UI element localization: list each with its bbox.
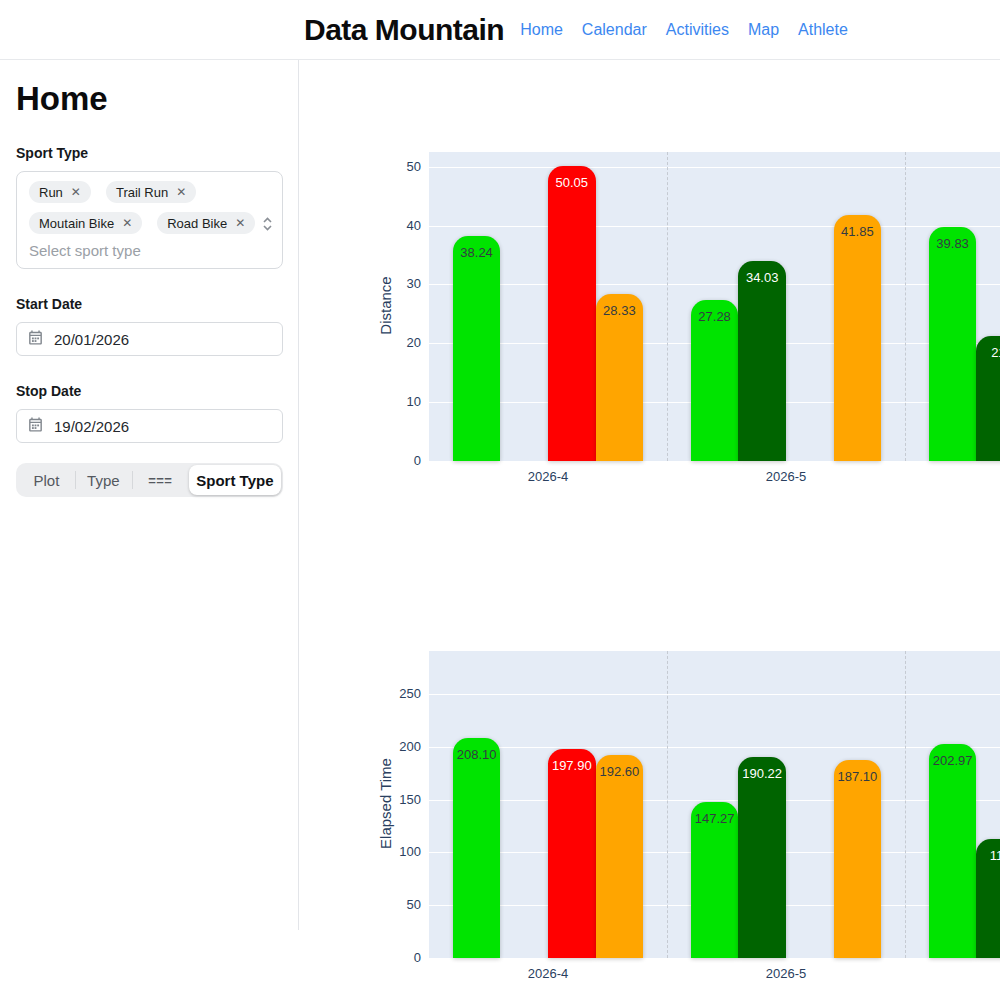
calendar-icon[interactable] <box>27 416 44 437</box>
bar-value-label: 190.22 <box>738 757 786 781</box>
group-separator-line <box>905 152 906 461</box>
chip-list: Run ✕ Trail Run ✕ Moutain Bike ✕ Road Bike ✕ <box>29 181 256 234</box>
chip-run[interactable]: Run ✕ <box>29 181 91 203</box>
x-tick-label: 2026-5 <box>667 469 905 484</box>
x-tick-label: 2026-4 <box>429 469 667 484</box>
bar-run-2026-4[interactable]: 208.10 <box>453 738 501 958</box>
gridline <box>429 694 1000 695</box>
nav-link-activities[interactable]: Activities <box>666 21 729 39</box>
bar-moutain-bike[interactable]: 21. <box>976 336 1000 461</box>
chip-remove-icon[interactable]: ✕ <box>176 186 186 198</box>
bar-trail-run-2026-4[interactable]: 197.90 <box>548 749 596 958</box>
bar-value-label: 21. <box>976 336 1000 360</box>
chip-trail-run[interactable]: Trail Run ✕ <box>106 181 196 203</box>
sidebar-divider <box>298 60 299 930</box>
bar-road-bike-2026-5[interactable]: 41.85 <box>834 215 882 461</box>
bar-moutain-bike[interactable]: 112 <box>976 839 1000 958</box>
bar-value-label: 112 <box>976 839 1000 863</box>
nav-link-calendar[interactable]: Calendar <box>582 21 647 39</box>
nav-link-athlete[interactable]: Athlete <box>798 21 848 39</box>
chip-remove-icon[interactable]: ✕ <box>235 217 245 229</box>
bar-run[interactable]: 39.83 <box>929 227 977 461</box>
bar-trail-run-2026-4[interactable]: 50.05 <box>548 166 596 461</box>
y-tick-label: 0 <box>365 950 421 965</box>
app-title: Data Mountain <box>304 13 504 47</box>
gridline <box>429 167 1000 168</box>
segment-plot[interactable]: Plot <box>18 465 75 495</box>
stop-date-input[interactable] <box>54 418 272 435</box>
chip-remove-icon[interactable]: ✕ <box>71 186 81 198</box>
segment-lines[interactable]: === <box>132 465 189 495</box>
start-date-label: Start Date <box>16 296 283 312</box>
bar-run[interactable]: 202.97 <box>929 744 977 958</box>
start-date-input[interactable] <box>54 331 272 348</box>
segment-type[interactable]: Type <box>75 465 132 495</box>
gridline <box>429 284 1000 285</box>
y-tick-label: 50 <box>365 159 421 174</box>
bar-value-label: 34.03 <box>738 261 786 285</box>
unfold-chevrons-icon[interactable] <box>261 216 274 236</box>
sport-type-select[interactable]: Run ✕ Trail Run ✕ Moutain Bike ✕ Road Bike ✕ <box>16 171 283 269</box>
stop-date-group <box>16 409 283 443</box>
page-title: Home <box>16 80 283 118</box>
calendar-icon[interactable] <box>27 329 44 350</box>
x-tick-label: 2026-5 <box>667 966 905 981</box>
bar-value-label: 147.27 <box>691 802 739 826</box>
stop-date-label: Stop Date <box>16 383 283 399</box>
plot-area-distance: 38.24 50.05 28.33 27.28 34.03 41.85 39.83 21. <box>429 152 1000 461</box>
bar-road-bike-2026-4[interactable]: 28.33 <box>596 294 644 461</box>
bar-run-2026-5[interactable]: 147.27 <box>691 802 739 958</box>
chip-moutain-bike[interactable]: Moutain Bike ✕ <box>29 212 142 234</box>
bar-road-bike-2026-4[interactable]: 192.60 <box>596 755 644 958</box>
start-date-group <box>16 322 283 356</box>
chip-label: Trail Run <box>116 185 168 200</box>
chip-label: Moutain Bike <box>39 216 114 231</box>
bar-moutain-bike-2026-5[interactable]: 190.22 <box>738 757 786 958</box>
chip-label: Road Bike <box>167 216 227 231</box>
bar-value-label: 41.85 <box>834 215 882 239</box>
bar-value-label: 38.24 <box>453 236 501 260</box>
sport-type-input[interactable] <box>29 242 219 259</box>
main-nav: Home Calendar Activities Map Athlete <box>520 21 848 39</box>
bar-value-label: 197.90 <box>548 749 596 773</box>
bar-value-label: 27.28 <box>691 300 739 324</box>
bar-moutain-bike-2026-5[interactable]: 34.03 <box>738 261 786 461</box>
segment-sport-type[interactable]: Sport Type <box>189 465 281 495</box>
chip-road-bike[interactable]: Road Bike ✕ <box>157 212 255 234</box>
gridline <box>429 226 1000 227</box>
bar-value-label: 192.60 <box>596 755 644 779</box>
y-axis-title-distance: Distance <box>377 195 394 415</box>
bar-value-label: 208.10 <box>453 738 501 762</box>
bar-run-2026-4[interactable]: 38.24 <box>453 236 501 461</box>
bar-value-label: 28.33 <box>596 294 644 318</box>
bar-run-2026-5[interactable]: 27.28 <box>691 300 739 461</box>
bar-value-label: 39.83 <box>929 227 977 251</box>
bar-value-label: 202.97 <box>929 744 977 768</box>
chip-remove-icon[interactable]: ✕ <box>122 217 132 229</box>
group-separator-line <box>905 651 906 958</box>
group-separator-line <box>667 651 668 958</box>
group-separator-line <box>667 152 668 461</box>
gridline <box>429 747 1000 748</box>
y-tick-label: 0 <box>365 453 421 468</box>
chip-label: Run <box>39 185 63 200</box>
sport-type-label: Sport Type <box>16 145 283 161</box>
bar-value-label: 187.10 <box>834 760 882 784</box>
gridline <box>429 800 1000 801</box>
nav-link-home[interactable]: Home <box>520 21 563 39</box>
bar-road-bike-2026-5[interactable]: 187.10 <box>834 760 882 958</box>
bar-value-label: 50.05 <box>548 166 596 190</box>
nav-link-map[interactable]: Map <box>748 21 779 39</box>
view-mode-segmented-control: PlotType===Sport Type <box>16 463 283 497</box>
sidebar: Home Sport Type Run✕Trail Run✕Moutain Bi… <box>0 60 299 497</box>
x-tick-label: 2026-4 <box>429 966 667 981</box>
header: Data Mountain Home Calendar Activities Map A… <box>0 0 1000 60</box>
y-axis-title-elapsed-time: Elapsed Time <box>377 693 394 913</box>
plot-area-elapsed-time: 208.10 197.90192.60 147.27 190.22 187.10 202.… <box>429 651 1000 958</box>
